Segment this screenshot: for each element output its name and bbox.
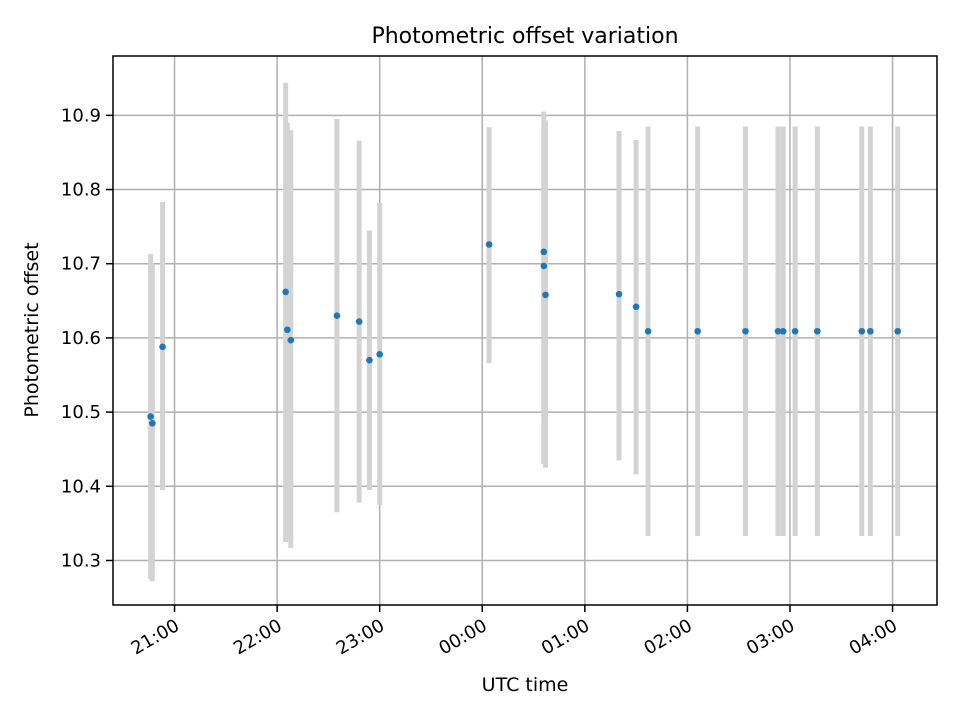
data-point <box>867 327 874 335</box>
data-point <box>858 327 866 335</box>
data-point <box>282 288 289 296</box>
grid <box>113 56 937 605</box>
data-point <box>333 312 341 319</box>
chart-title: Photometric offset variation <box>371 24 678 49</box>
data-point <box>742 327 749 335</box>
x-tick-label: 21:00 <box>128 615 183 659</box>
x-axis-label: UTC time <box>482 674 569 696</box>
data-point <box>366 356 373 364</box>
data-point <box>615 290 623 298</box>
x-tick-label: 02:00 <box>640 615 695 659</box>
x-tick-label: 04:00 <box>846 615 901 659</box>
y-tick-label: 10.5 <box>61 402 101 423</box>
y-tick-label: 10.7 <box>61 254 101 275</box>
x-tick-label: 01:00 <box>538 615 593 659</box>
data-points <box>147 241 901 427</box>
plot-frame <box>112 55 938 606</box>
data-point <box>791 327 799 335</box>
data-point <box>894 327 901 335</box>
data-point <box>287 336 295 344</box>
y-tick-label: 10.3 <box>61 550 101 571</box>
data-point <box>774 327 782 335</box>
data-point <box>779 327 787 335</box>
data-point <box>159 343 166 351</box>
x-tick-label: 22:00 <box>230 615 285 659</box>
y-axis-ticks: 10.3 10.4 10.5 10.6 10.7 10.8 10.9 <box>61 105 113 571</box>
data-point <box>147 413 154 420</box>
data-point <box>540 262 548 270</box>
data-point <box>376 350 383 358</box>
data-point <box>644 327 652 335</box>
data-point <box>814 327 821 335</box>
x-axis-ticks: 21:00 22:00 23:00 00:00 01:00 02:00 03:00 04:00 <box>128 605 901 659</box>
y-axis-label: Photometric offset <box>21 242 43 417</box>
data-point <box>485 241 493 248</box>
y-tick-label: 10.6 <box>61 328 101 349</box>
data-point <box>632 303 640 311</box>
x-tick-label: 23:00 <box>333 615 388 659</box>
data-point <box>284 326 291 334</box>
y-tick-label: 10.8 <box>61 180 101 201</box>
data-point <box>149 419 156 427</box>
data-point <box>355 318 363 325</box>
data-point <box>542 291 549 299</box>
data-point <box>540 248 548 256</box>
x-tick-label: 00:00 <box>435 615 490 659</box>
data-point <box>694 327 701 335</box>
y-tick-label: 10.4 <box>61 476 101 497</box>
x-tick-label: 03:00 <box>743 615 798 659</box>
y-tick-label: 10.9 <box>61 105 101 126</box>
